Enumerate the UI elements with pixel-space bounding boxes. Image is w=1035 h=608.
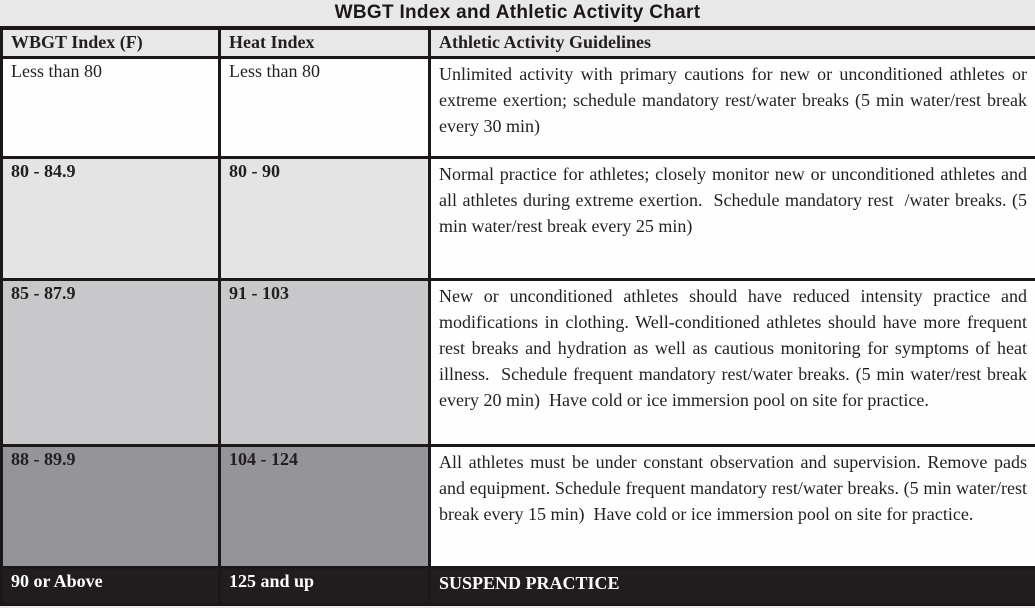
- guidelines-cell: Unlimited activity with primary cautions…: [428, 55, 1035, 159]
- chart-title: WBGT Index and Athletic Activity Chart: [0, 0, 1035, 26]
- column-header-guidelines: Athletic Activity Guidelines: [428, 26, 1035, 59]
- column-header-wbgt-index: WBGT Index (F): [0, 26, 221, 59]
- guidelines-cell: SUSPEND PRACTICE: [428, 565, 1035, 606]
- guidelines-cell: New or unconditioned athletes should hav…: [428, 277, 1035, 447]
- wbgt-index-cell: 90 or Above: [0, 565, 221, 606]
- heat-index-cell: 80 - 90: [218, 155, 431, 281]
- heat-index-cell: 125 and up: [218, 565, 431, 606]
- heat-index-cell: 91 - 103: [218, 277, 431, 447]
- guidelines-cell: Normal practice for athletes; closely mo…: [428, 155, 1035, 281]
- heat-index-cell: 104 - 124: [218, 443, 431, 569]
- column-header-heat-index: Heat Index: [218, 26, 431, 59]
- table-row-85-87: 85 - 87.9 91 - 103 New or unconditioned …: [0, 277, 1035, 447]
- heat-index-cell: Less than 80: [218, 55, 431, 159]
- wbgt-index-cell: Less than 80: [0, 55, 221, 159]
- wbgt-activity-table: WBGT Index (F) Heat Index Athletic Activ…: [0, 26, 1035, 606]
- wbgt-index-cell: 85 - 87.9: [0, 277, 221, 447]
- wbgt-index-cell: 80 - 84.9: [0, 155, 221, 281]
- wbgt-index-cell: 88 - 89.9: [0, 443, 221, 569]
- table-row-less-than-80: Less than 80 Less than 80 Unlimited acti…: [0, 55, 1035, 159]
- table-row-suspend-practice: 90 or Above 125 and up SUSPEND PRACTICE: [0, 565, 1035, 606]
- header-row: WBGT Index (F) Heat Index Athletic Activ…: [0, 26, 1035, 59]
- table-row-80-84: 80 - 84.9 80 - 90 Normal practice for at…: [0, 155, 1035, 281]
- guidelines-cell: All athletes must be under constant obse…: [428, 443, 1035, 569]
- table-row-88-89: 88 - 89.9 104 - 124 All athletes must be…: [0, 443, 1035, 569]
